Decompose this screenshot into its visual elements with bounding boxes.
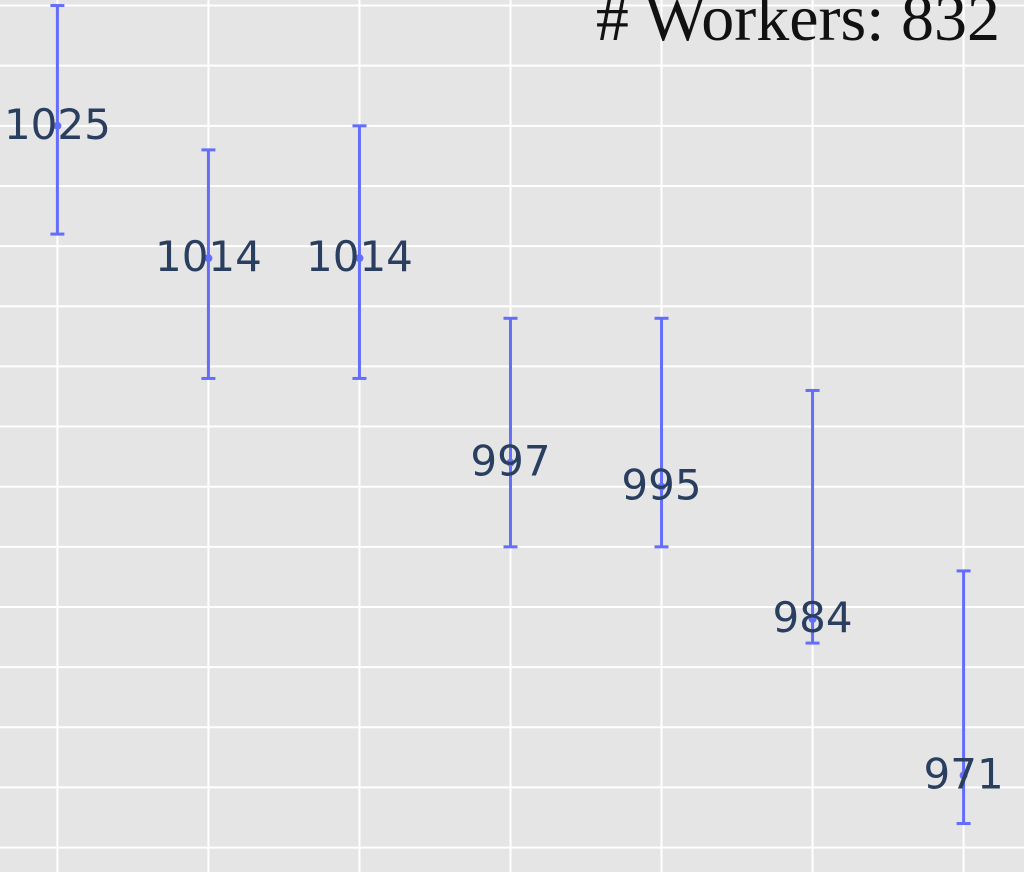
data-point bbox=[204, 254, 213, 263]
data-point bbox=[506, 458, 515, 467]
data-point bbox=[959, 771, 968, 780]
data-labels: 1025 1014 1014 997 995 984 971 bbox=[4, 100, 1004, 799]
data-label: 1014 bbox=[306, 232, 413, 281]
data-point bbox=[53, 121, 62, 130]
data-label: 997 bbox=[470, 437, 550, 486]
data-label: 1014 bbox=[155, 232, 262, 281]
data-marks bbox=[50, 4, 971, 826]
chart-title: # Workers: 832 bbox=[596, 0, 1000, 55]
data-point bbox=[355, 254, 364, 263]
data-label: 971 bbox=[924, 749, 1004, 798]
data-point bbox=[657, 482, 666, 491]
data-label: 1025 bbox=[4, 100, 111, 149]
data-label: 995 bbox=[621, 461, 701, 510]
data-label: 984 bbox=[772, 593, 852, 642]
data-point bbox=[808, 615, 817, 624]
